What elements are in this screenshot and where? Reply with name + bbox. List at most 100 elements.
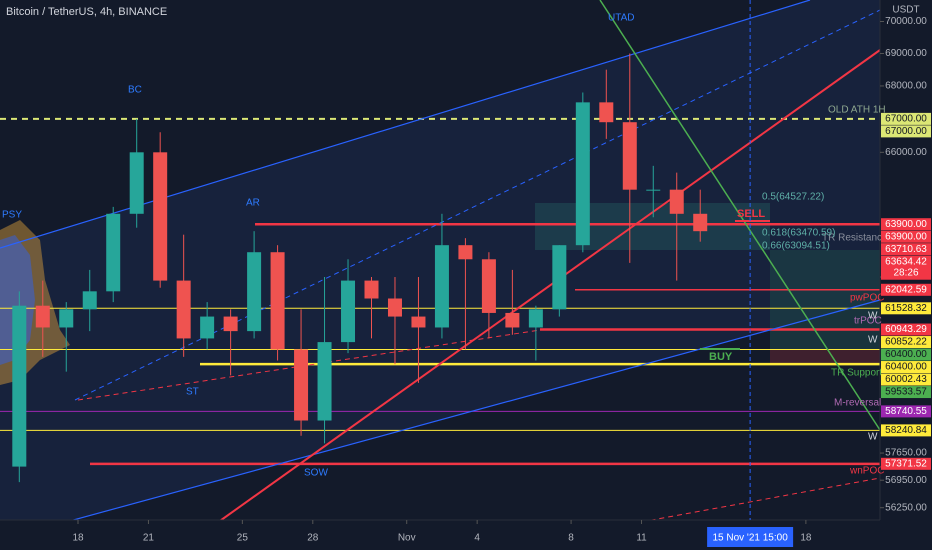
x-tick-label: 8 (568, 533, 574, 544)
price-label: 60943.29 (885, 324, 927, 335)
candle-body (106, 213, 121, 292)
candle-body (153, 152, 168, 281)
price-label-box (881, 336, 931, 349)
candle-body (505, 312, 520, 328)
price-label-box (881, 112, 931, 125)
red-trendline (209, 49, 881, 529)
chart-title: Bitcoin / TetherUS, 4h, BINANCE (6, 6, 167, 18)
price-label: 60002.43 (885, 374, 927, 385)
price-label-box (881, 125, 931, 138)
candle-body (35, 305, 50, 328)
price-label-box (881, 348, 931, 361)
annotation: BC (128, 85, 142, 96)
target-zone (770, 250, 880, 350)
price-label-box (881, 405, 931, 418)
candle-body (622, 122, 637, 190)
x-tick-label: 21 (143, 533, 155, 544)
price-label-box (881, 386, 931, 399)
y-tick-label: 56950.00 (885, 475, 927, 486)
candle-body (575, 102, 590, 246)
x-tick-label: 11 (636, 533, 647, 544)
annotation: W (868, 432, 878, 443)
annotation: BUY (709, 351, 733, 363)
candle-body (552, 245, 567, 310)
candle-body (341, 280, 356, 343)
x-tick-label: Nov (398, 533, 416, 544)
y-tick-label: 69000.00 (885, 48, 927, 59)
candle-body (599, 102, 614, 123)
channel-lower (0, 299, 881, 541)
annotation: ST (186, 387, 199, 398)
candle-body (528, 309, 543, 328)
y-tick-label: 68000.00 (885, 81, 927, 92)
candle-body (200, 316, 215, 339)
price-label-box (881, 361, 931, 374)
price-label-box (881, 283, 931, 296)
x-tick-label: 18 (72, 533, 84, 544)
annotation: SOW (304, 468, 328, 479)
price-label-box (881, 424, 931, 437)
candle-body (387, 298, 402, 317)
annotation: M-reversal (834, 398, 881, 409)
countdown: 28:26 (893, 267, 918, 278)
annotation: W (868, 335, 878, 346)
annotation: OLD ATH 1H (828, 105, 886, 116)
price-label: 63634.42 (885, 256, 927, 267)
currency: USDT (892, 5, 919, 16)
x-tick-label: 18 (800, 533, 812, 544)
annotation: trPOC (854, 316, 882, 327)
annotation: TR Resistance (822, 233, 888, 244)
candle-body (223, 316, 238, 332)
annotation: W (868, 311, 878, 322)
stop-zone (770, 350, 880, 363)
price-label: 67000.00 (885, 114, 927, 125)
annotation: TR Support (831, 368, 882, 379)
annotation: 0.66(63094.51) (762, 241, 830, 252)
annotation: wnPOC (849, 466, 884, 477)
crosshair-label: 15 Nov '21 15:00 (712, 533, 788, 544)
price-label-box (881, 323, 931, 336)
price-label-box (881, 243, 931, 256)
price-label: 67000.00 (885, 126, 927, 137)
y-tick-label: 56250.00 (885, 502, 927, 513)
x-tick-label: 4 (474, 533, 480, 544)
x-tick-label: 25 (237, 533, 249, 544)
annotation: pwPOC (850, 293, 884, 304)
price-label: 60852.22 (885, 337, 927, 348)
candle-body (129, 152, 144, 214)
candle-body (59, 309, 74, 328)
price-label: 58240.84 (885, 425, 927, 436)
annotation: SELL (737, 208, 765, 220)
green-trendline (599, 0, 881, 431)
candle-body (481, 259, 496, 313)
candle-body (411, 316, 426, 328)
annotation: 0.618(63470.59) (762, 228, 835, 239)
candle-body (176, 280, 191, 339)
price-label: 60400.00 (885, 349, 927, 360)
candle-body (82, 291, 97, 310)
candle-body (294, 349, 309, 421)
candle-body (693, 213, 708, 232)
annotation: UTAD (608, 13, 634, 24)
crosshair-box (707, 527, 794, 547)
price-label: 63900.00 (885, 231, 927, 242)
price-label: 62042.59 (885, 284, 927, 295)
price-label: 63900.00 (885, 219, 927, 230)
y-tick-label: 66000.00 (885, 147, 927, 158)
price-label: 58740.55 (885, 406, 927, 417)
red-dashed (77, 329, 541, 401)
candle-body (669, 189, 684, 214)
candle-body (12, 305, 27, 467)
annotation: AR (246, 198, 260, 209)
candle-body (317, 342, 332, 421)
candle-body (434, 245, 449, 328)
price-label: 57371.52 (885, 458, 927, 469)
candle-body (364, 280, 379, 299)
candle-body (458, 245, 473, 260)
y-tick-label: 70000.00 (885, 16, 927, 27)
price-label: 59533.57 (885, 387, 927, 398)
fib-zone (535, 203, 770, 250)
candle-body (646, 189, 661, 191)
x-tick-label: 28 (307, 533, 319, 544)
price-label-box (881, 255, 931, 280)
